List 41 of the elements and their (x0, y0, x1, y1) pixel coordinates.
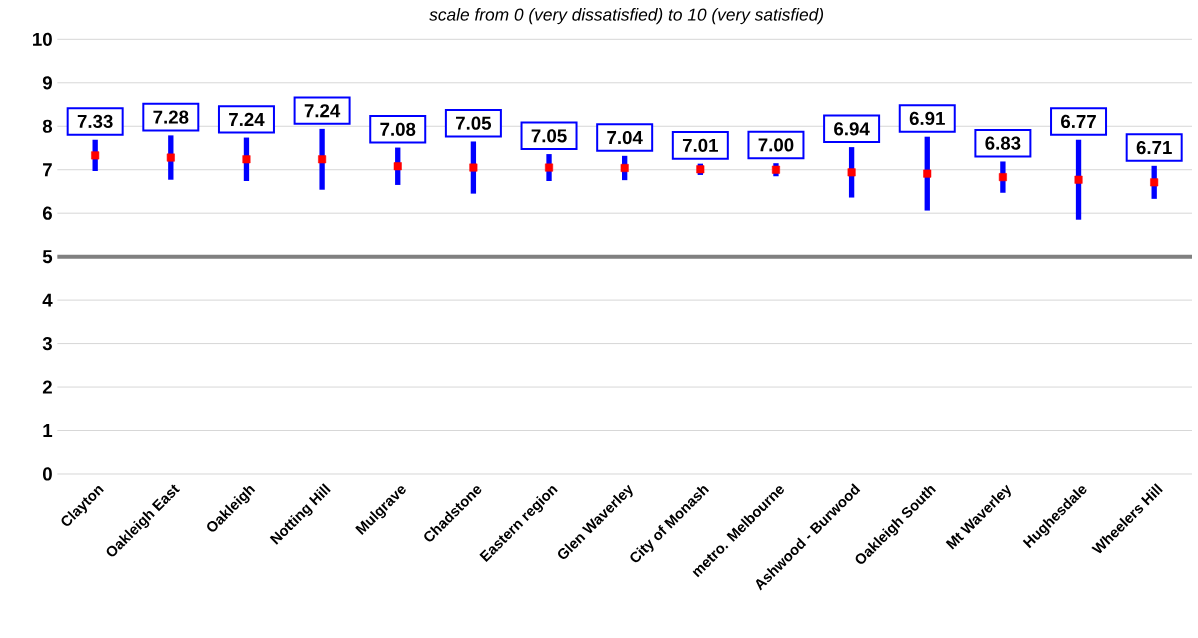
data-label: 6.77 (1061, 114, 1096, 129)
data-label: 7.24 (229, 112, 265, 126)
point (998, 173, 1007, 182)
y-tick-label: 10 (33, 32, 52, 46)
point (91, 151, 100, 160)
data-label: 7.33 (77, 114, 113, 129)
point (620, 163, 629, 172)
point (1150, 178, 1159, 187)
data-label: 7.05 (531, 129, 567, 143)
y-tick-label: 3 (42, 336, 52, 351)
y-tick-label: 1 (43, 424, 53, 437)
point (393, 162, 402, 171)
y-tick-label: 7 (43, 163, 52, 177)
data-label: 7.24 (304, 104, 341, 118)
data-label: 7.08 (380, 122, 416, 136)
y-tick-label: 9 (42, 76, 52, 90)
y-tick-label: 0 (42, 467, 52, 481)
point (771, 165, 780, 174)
data-label: 7.28 (153, 110, 189, 124)
chart-subtitle: scale from 0 (very dissatisfied) to 10 (very satisfied) (429, 8, 824, 25)
y-tick-label: 6 (42, 206, 52, 220)
y-tick-label: 5 (42, 250, 53, 264)
data-label: 7.05 (456, 116, 492, 130)
point (1074, 175, 1083, 184)
point (242, 155, 251, 164)
data-label: 7.01 (682, 138, 718, 152)
data-label: 6.94 (834, 122, 870, 136)
data-label: 7.00 (758, 138, 794, 152)
point (923, 169, 932, 178)
y-tick-label: 2 (42, 380, 52, 394)
point (545, 163, 554, 172)
point (166, 153, 175, 162)
data-label: 6.71 (1136, 140, 1172, 155)
y-tick-label: 4 (42, 293, 53, 307)
data-label: 7.04 (607, 130, 643, 145)
data-label: 6.83 (985, 136, 1021, 150)
y-tick-label: 8 (42, 119, 53, 133)
data-label: 6.91 (909, 111, 945, 126)
point (847, 168, 856, 177)
point (469, 163, 478, 172)
point (318, 155, 327, 164)
